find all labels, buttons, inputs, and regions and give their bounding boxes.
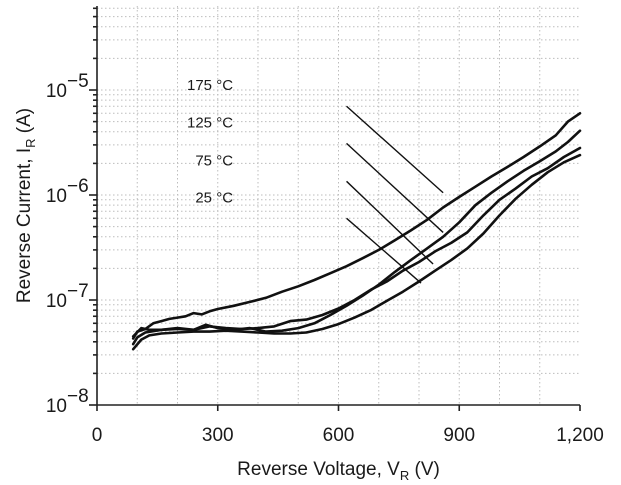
leader-line [346, 142, 444, 233]
y-tick-exponent: −8 [67, 386, 89, 407]
x-tick-label: 1,200 [556, 425, 604, 446]
leader-line [346, 217, 422, 284]
y-tick-label: 10 [46, 186, 67, 207]
y-tick-exponent: −7 [67, 281, 89, 302]
series-line [131, 112, 582, 340]
leader-line [346, 105, 444, 194]
y-tick-label: 10 [46, 81, 67, 102]
axes [89, 6, 581, 411]
y-tick-label: 10 [46, 291, 67, 312]
series-line [131, 146, 582, 346]
series-line [131, 153, 582, 351]
x-tick-label: 300 [202, 425, 234, 446]
series-group [131, 112, 582, 351]
series-label: 25 °C [195, 189, 233, 206]
x-tick-label: 600 [323, 425, 355, 446]
x-tick-label: 0 [92, 425, 103, 446]
y-axis-title: Reverse Current, IR (A) [14, 108, 38, 303]
leader-line [346, 180, 434, 265]
y-tick-exponent: −5 [67, 71, 89, 92]
series-label: 75 °C [195, 153, 233, 170]
series-label: 175 °C [187, 77, 233, 94]
x-axis-title: Reverse Voltage, VR (V) [237, 459, 440, 483]
annotations: 175 °C 125 °C 75 °C 25 °C [187, 77, 444, 284]
series-label: 125 °C [187, 114, 233, 131]
grid [97, 6, 580, 405]
x-tick-label: 900 [443, 425, 475, 446]
y-tick-exponent: −6 [67, 176, 89, 197]
y-tick-label: 10 [46, 396, 67, 417]
